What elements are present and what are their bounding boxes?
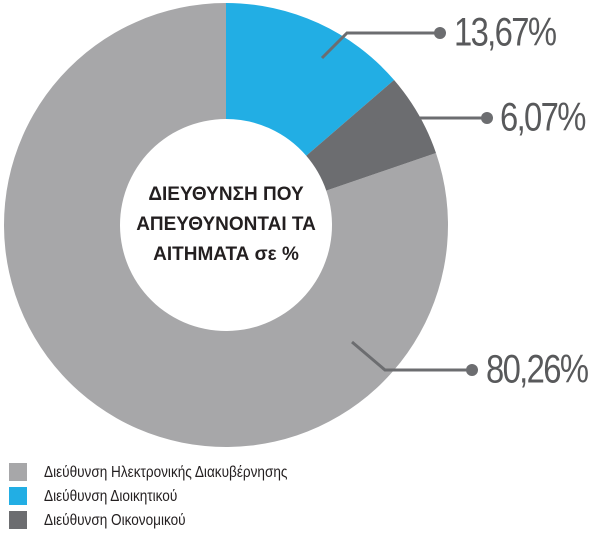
leader-line <box>351 340 472 372</box>
leader-line <box>371 116 487 126</box>
leader-dot <box>481 112 493 124</box>
chart-title: ΔΙΕΥΘΥΝΣΗ ΠΟΥ <box>148 184 304 205</box>
value-label: 80,26% <box>486 346 589 391</box>
leader-line <box>320 31 440 60</box>
donut-slice <box>4 3 449 448</box>
chart-title: ΑΙΤΗΜΑΤΑ σε % <box>153 244 299 265</box>
legend-swatch <box>9 463 27 481</box>
donut-slice <box>306 79 436 191</box>
value-label: 13,67% <box>454 9 557 54</box>
legend-label: Διεύθυνση Ηλεκτρονικής Διακυβέρνησης <box>44 464 287 481</box>
legend-swatch <box>9 487 27 505</box>
value-label: 6,07% <box>500 94 586 139</box>
leader-dot <box>434 27 446 39</box>
leader-dot <box>466 364 478 376</box>
legend-label: Διεύθυνση Διοικητικού <box>44 488 177 505</box>
donut-slice <box>226 3 395 156</box>
legend-label: Διεύθυνση Οικονομικού <box>44 512 186 529</box>
chart-title: ΑΠΕΥΘΥΝΟΝΤΑΙ ΤΑ <box>136 214 316 235</box>
legend-swatch <box>9 511 27 529</box>
